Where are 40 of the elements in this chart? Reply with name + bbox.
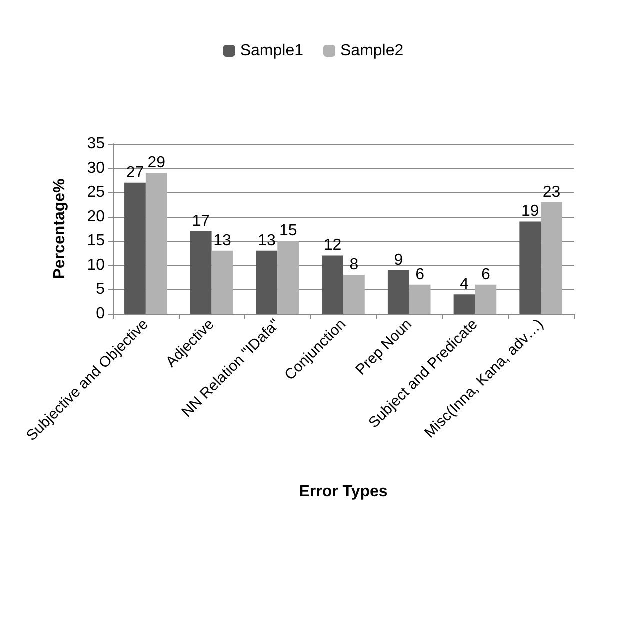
bar xyxy=(256,250,278,314)
y-tick-label: 30 xyxy=(87,160,106,177)
bar xyxy=(212,250,234,314)
x-axis-title: Error Types xyxy=(299,484,388,500)
data-label: 13 xyxy=(214,232,232,250)
y-tick-label: 25 xyxy=(87,184,106,202)
data-label: 19 xyxy=(521,203,540,220)
bar xyxy=(190,231,212,314)
legend-label: Sample1 xyxy=(240,42,304,60)
y-tick-label: 35 xyxy=(87,136,106,152)
bar xyxy=(475,284,497,314)
bar xyxy=(322,256,344,314)
bar xyxy=(388,270,410,314)
y-tick-label: 5 xyxy=(96,281,106,298)
data-label: 12 xyxy=(324,237,342,254)
data-label: 23 xyxy=(542,184,561,201)
data-label: 27 xyxy=(126,164,144,182)
data-label: 4 xyxy=(460,276,470,294)
bar xyxy=(454,294,476,314)
bar xyxy=(344,275,365,314)
legend-label: Sample2 xyxy=(340,42,404,60)
y-tick-label: 15 xyxy=(87,232,106,250)
bar xyxy=(278,241,300,314)
data-label: 8 xyxy=(350,256,359,274)
y-tick-label: 0 xyxy=(96,306,106,322)
data-label: 9 xyxy=(394,252,404,269)
bar xyxy=(409,284,431,314)
bar xyxy=(541,202,562,314)
data-label: 17 xyxy=(192,212,210,230)
y-tick-label: 10 xyxy=(87,256,106,274)
data-label: 13 xyxy=(258,232,276,250)
bar xyxy=(124,182,146,314)
data-label: 29 xyxy=(148,154,166,172)
data-label: 6 xyxy=(481,266,490,284)
bar xyxy=(146,173,168,314)
data-label: 6 xyxy=(416,266,425,284)
y-tick-label: 20 xyxy=(87,208,106,226)
bar xyxy=(520,222,542,314)
y-axis-title: Percentage% xyxy=(52,178,68,280)
data-label: 15 xyxy=(279,222,298,240)
